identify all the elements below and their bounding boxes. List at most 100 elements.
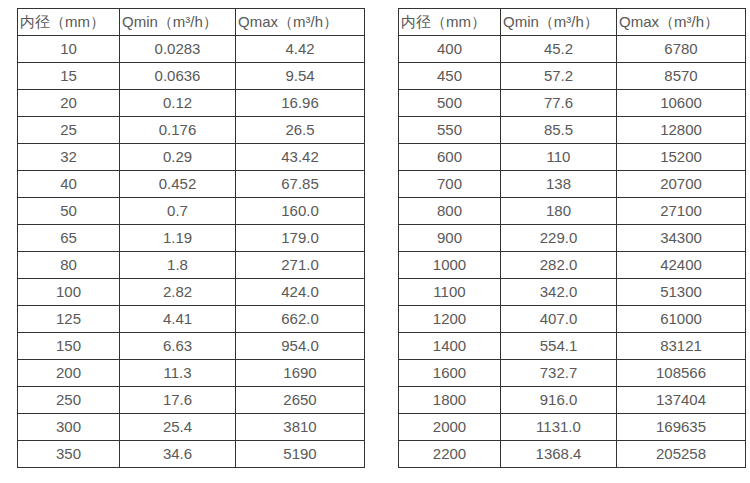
column-header-qmin: Qmin（m³/h） bbox=[120, 9, 236, 36]
qmax-cell: 108566 bbox=[617, 360, 746, 387]
qmin-cell: 554.1 bbox=[501, 333, 617, 360]
table-row: 35034.65190 bbox=[18, 441, 365, 468]
diameter-cell: 700 bbox=[399, 171, 501, 198]
flow-table-small-diameters: 内径（mm）Qmin（m³/h）Qmax（m³/h）100.02834.4215… bbox=[17, 8, 365, 468]
table-row: 1254.41662.0 bbox=[18, 306, 365, 333]
qmin-cell: 732.7 bbox=[501, 360, 617, 387]
diameter-cell: 2200 bbox=[399, 441, 501, 468]
qmax-cell: 2650 bbox=[236, 387, 365, 414]
qmax-cell: 6780 bbox=[617, 36, 746, 63]
qmax-cell: 954.0 bbox=[236, 333, 365, 360]
table-row: 100.02834.42 bbox=[18, 36, 365, 63]
table-row: 801.8271.0 bbox=[18, 252, 365, 279]
table-row: 1400554.183121 bbox=[399, 333, 746, 360]
table-row: 1100342.051300 bbox=[399, 279, 746, 306]
qmin-cell: 110 bbox=[501, 144, 617, 171]
table-row: 25017.62650 bbox=[18, 387, 365, 414]
qmin-cell: 0.7 bbox=[120, 198, 236, 225]
qmax-cell: 169635 bbox=[617, 414, 746, 441]
qmax-cell: 424.0 bbox=[236, 279, 365, 306]
header-row: 内径（mm）Qmin（m³/h）Qmax（m³/h） bbox=[18, 9, 365, 36]
qmax-cell: 15200 bbox=[617, 144, 746, 171]
qmin-cell: 0.452 bbox=[120, 171, 236, 198]
qmax-cell: 160.0 bbox=[236, 198, 365, 225]
qmin-cell: 17.6 bbox=[120, 387, 236, 414]
qmax-cell: 4.42 bbox=[236, 36, 365, 63]
diameter-cell: 250 bbox=[18, 387, 120, 414]
diameter-cell: 2000 bbox=[399, 414, 501, 441]
qmin-cell: 57.2 bbox=[501, 63, 617, 90]
qmax-cell: 10600 bbox=[617, 90, 746, 117]
qmin-cell: 77.6 bbox=[501, 90, 617, 117]
qmin-cell: 1368.4 bbox=[501, 441, 617, 468]
qmax-cell: 67.85 bbox=[236, 171, 365, 198]
column-header-qmax: Qmax（m³/h） bbox=[617, 9, 746, 36]
table-row: 1506.63954.0 bbox=[18, 333, 365, 360]
qmin-cell: 282.0 bbox=[501, 252, 617, 279]
diameter-cell: 15 bbox=[18, 63, 120, 90]
table-row: 1600732.7108566 bbox=[399, 360, 746, 387]
diameter-cell: 1400 bbox=[399, 333, 501, 360]
diameter-cell: 150 bbox=[18, 333, 120, 360]
qmax-cell: 27100 bbox=[617, 198, 746, 225]
flow-spec-page: 内径（mm）Qmin（m³/h）Qmax（m³/h）100.02834.4215… bbox=[0, 0, 750, 483]
table-row: 1000282.042400 bbox=[399, 252, 746, 279]
qmax-cell: 43.42 bbox=[236, 144, 365, 171]
table-row: 1800916.0137404 bbox=[399, 387, 746, 414]
qmax-cell: 12800 bbox=[617, 117, 746, 144]
qmin-cell: 0.176 bbox=[120, 117, 236, 144]
table-row: 1002.82424.0 bbox=[18, 279, 365, 306]
qmin-cell: 45.2 bbox=[501, 36, 617, 63]
diameter-cell: 550 bbox=[399, 117, 501, 144]
qmin-cell: 4.41 bbox=[120, 306, 236, 333]
qmin-cell: 0.0636 bbox=[120, 63, 236, 90]
qmax-cell: 3810 bbox=[236, 414, 365, 441]
qmax-cell: 20700 bbox=[617, 171, 746, 198]
qmax-cell: 8570 bbox=[617, 63, 746, 90]
qmax-cell: 271.0 bbox=[236, 252, 365, 279]
table-row: 320.2943.42 bbox=[18, 144, 365, 171]
diameter-cell: 32 bbox=[18, 144, 120, 171]
qmax-cell: 16.96 bbox=[236, 90, 365, 117]
qmax-cell: 26.5 bbox=[236, 117, 365, 144]
table-row: 22001368.4205258 bbox=[399, 441, 746, 468]
qmin-cell: 407.0 bbox=[501, 306, 617, 333]
diameter-cell: 20 bbox=[18, 90, 120, 117]
table-row: 50077.610600 bbox=[399, 90, 746, 117]
flow-table-large-diameters: 内径（mm）Qmin（m³/h）Qmax（m³/h）40045.26780450… bbox=[398, 8, 746, 468]
header-row: 内径（mm）Qmin（m³/h）Qmax（m³/h） bbox=[399, 9, 746, 36]
diameter-cell: 1000 bbox=[399, 252, 501, 279]
diameter-cell: 1200 bbox=[399, 306, 501, 333]
table-row: 500.7160.0 bbox=[18, 198, 365, 225]
table-row: 45057.28570 bbox=[399, 63, 746, 90]
qmin-cell: 6.63 bbox=[120, 333, 236, 360]
table-row: 200.1216.96 bbox=[18, 90, 365, 117]
qmax-cell: 179.0 bbox=[236, 225, 365, 252]
diameter-cell: 300 bbox=[18, 414, 120, 441]
column-header-diameter: 内径（mm） bbox=[18, 9, 120, 36]
qmax-cell: 51300 bbox=[617, 279, 746, 306]
table-row: 20011.31690 bbox=[18, 360, 365, 387]
table-row: 20001131.0169635 bbox=[399, 414, 746, 441]
diameter-cell: 10 bbox=[18, 36, 120, 63]
diameter-cell: 350 bbox=[18, 441, 120, 468]
qmin-cell: 11.3 bbox=[120, 360, 236, 387]
table-row: 70013820700 bbox=[399, 171, 746, 198]
qmin-cell: 2.82 bbox=[120, 279, 236, 306]
qmin-cell: 34.6 bbox=[120, 441, 236, 468]
diameter-cell: 40 bbox=[18, 171, 120, 198]
column-header-diameter: 内径（mm） bbox=[399, 9, 501, 36]
diameter-cell: 450 bbox=[399, 63, 501, 90]
table-row: 150.06369.54 bbox=[18, 63, 365, 90]
table-row: 250.17626.5 bbox=[18, 117, 365, 144]
diameter-cell: 1800 bbox=[399, 387, 501, 414]
diameter-cell: 800 bbox=[399, 198, 501, 225]
qmax-cell: 9.54 bbox=[236, 63, 365, 90]
qmin-cell: 85.5 bbox=[501, 117, 617, 144]
qmax-cell: 1690 bbox=[236, 360, 365, 387]
qmin-cell: 0.29 bbox=[120, 144, 236, 171]
diameter-cell: 600 bbox=[399, 144, 501, 171]
diameter-cell: 1600 bbox=[399, 360, 501, 387]
qmax-cell: 34300 bbox=[617, 225, 746, 252]
diameter-cell: 50 bbox=[18, 198, 120, 225]
